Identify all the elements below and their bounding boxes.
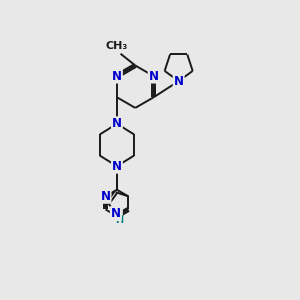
Text: N: N [112,117,122,130]
Text: N: N [174,75,184,88]
Text: N: N [148,70,159,83]
Text: N: N [100,190,110,203]
Text: CH₃: CH₃ [106,41,128,51]
Text: H: H [115,215,123,225]
Text: N: N [111,207,121,220]
Text: N: N [112,70,122,83]
Text: N: N [112,160,122,173]
Text: N: N [112,209,122,223]
